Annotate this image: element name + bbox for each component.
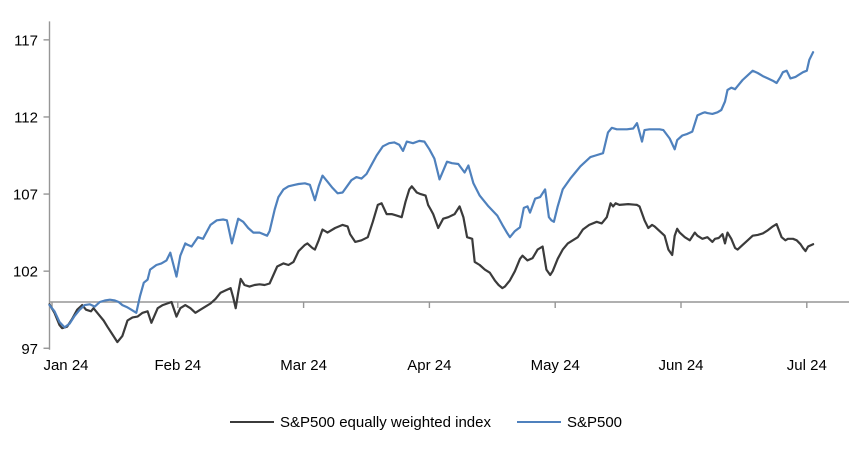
series-line-sp500 <box>48 51 815 329</box>
x-axis-tick-label: Jul 24 <box>787 357 827 374</box>
y-axis-tick-label: 117 <box>14 32 38 49</box>
x-axis-tick-label: Feb 24 <box>154 357 201 374</box>
x-axis-tick-label: Jan 24 <box>43 357 88 374</box>
legend-line-swatch-sp500 <box>516 421 561 423</box>
y-axis-tick-label: 112 <box>14 109 38 126</box>
y-axis-tick-label: 97 <box>21 341 38 358</box>
legend-item-equal-weight: S&P500 equally weighted index <box>229 413 491 431</box>
legend-label-sp500: S&P500 <box>566 413 623 431</box>
chart-plot-area: 97 102 107 112 117 Jan 24 Feb 24 Mar 24 Apr 24 Ma… <box>13 21 849 374</box>
y-axis-tick-label: 107 <box>13 187 38 204</box>
x-axis-tick-label: Jun 24 <box>658 357 703 374</box>
x-axis-tick-label: Apr 24 <box>407 357 451 374</box>
legend-line-swatch-equal-weight <box>229 421 274 423</box>
y-axis-tick-label: 102 <box>13 264 38 281</box>
series-line-equal-weight <box>48 185 815 344</box>
legend-item-sp500: S&P500 <box>516 413 623 431</box>
x-axis-tick-label: May 24 <box>531 357 580 374</box>
x-axis-tick-label: Mar 24 <box>280 357 327 374</box>
legend-label-equal-weight: S&P500 equally weighted index <box>279 413 491 431</box>
chart-legend: S&P500 equally weighted index S&P500 <box>0 407 852 437</box>
